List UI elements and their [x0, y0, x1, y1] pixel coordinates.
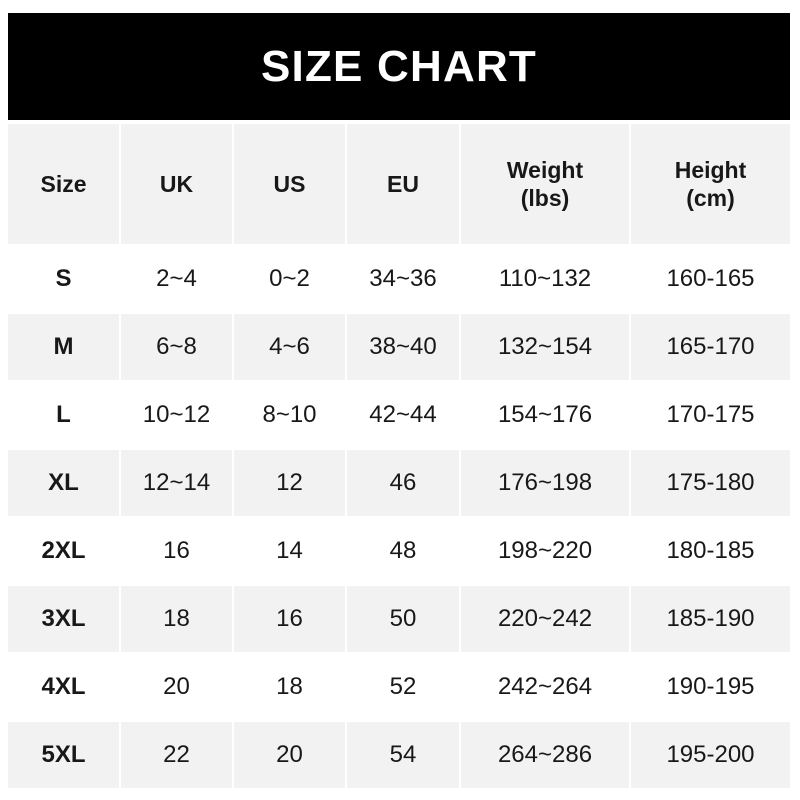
- table-row: M 6~8 4~6 38~40 132~154 165-170: [8, 313, 790, 382]
- size-chart-table: Size UK US EU Weight (lbs) Height (cm) S…: [8, 124, 790, 790]
- cell-height: 185-190: [630, 585, 790, 654]
- column-header-height-line2: (cm): [686, 185, 735, 211]
- cell-weight: 198~220: [460, 517, 631, 586]
- cell-weight: 220~242: [460, 585, 631, 654]
- cell-height: 190-195: [630, 653, 790, 722]
- cell-size: 3XL: [8, 585, 121, 654]
- cell-weight: 110~132: [460, 245, 631, 314]
- table-body: S 2~4 0~2 34~36 110~132 160-165 M 6~8 4~6 38~40 13…: [8, 245, 790, 790]
- cell-height: 170-175: [630, 381, 790, 450]
- column-header-uk: UK: [120, 124, 234, 246]
- cell-uk: 6~8: [120, 313, 234, 382]
- cell-height: 160-165: [630, 245, 790, 314]
- cell-uk: 2~4: [120, 245, 234, 314]
- column-header-height-line1: Height: [674, 156, 747, 183]
- cell-eu: 54: [346, 721, 461, 790]
- cell-weight: 132~154: [460, 313, 631, 382]
- table-header: Size UK US EU Weight (lbs) Height (cm): [8, 124, 790, 246]
- column-header-weight-line2: (lbs): [520, 185, 570, 211]
- cell-eu: 34~36: [346, 245, 461, 314]
- table-row: S 2~4 0~2 34~36 110~132 160-165: [8, 245, 790, 314]
- table-row: L 10~12 8~10 42~44 154~176 170-175: [8, 381, 790, 450]
- table-row: 4XL 20 18 52 242~264 190-195: [8, 653, 790, 722]
- cell-weight: 176~198: [460, 449, 631, 518]
- title-banner: SIZE CHART: [8, 13, 790, 120]
- cell-weight: 154~176: [460, 381, 631, 450]
- cell-height: 165-170: [630, 313, 790, 382]
- column-header-weight-line1: Weight: [506, 156, 584, 183]
- table-row: 2XL 16 14 48 198~220 180-185: [8, 517, 790, 586]
- cell-size: 5XL: [8, 721, 121, 790]
- cell-us: 18: [233, 653, 347, 722]
- column-header-us: US: [233, 124, 347, 246]
- cell-us: 8~10: [233, 381, 347, 450]
- header-row: Size UK US EU Weight (lbs) Height (cm): [8, 124, 790, 246]
- cell-us: 0~2: [233, 245, 347, 314]
- cell-uk: 10~12: [120, 381, 234, 450]
- column-header-eu: EU: [346, 124, 461, 246]
- table-row: XL 12~14 12 46 176~198 175-180: [8, 449, 790, 518]
- cell-uk: 16: [120, 517, 234, 586]
- cell-eu: 46: [346, 449, 461, 518]
- cell-uk: 12~14: [120, 449, 234, 518]
- cell-eu: 52: [346, 653, 461, 722]
- cell-size: M: [8, 313, 121, 382]
- column-header-height: Height (cm): [630, 124, 790, 246]
- cell-uk: 18: [120, 585, 234, 654]
- cell-uk: 22: [120, 721, 234, 790]
- cell-eu: 48: [346, 517, 461, 586]
- cell-eu: 50: [346, 585, 461, 654]
- cell-us: 20: [233, 721, 347, 790]
- cell-us: 4~6: [233, 313, 347, 382]
- cell-size: L: [8, 381, 121, 450]
- cell-us: 12: [233, 449, 347, 518]
- cell-size: 4XL: [8, 653, 121, 722]
- cell-size: XL: [8, 449, 121, 518]
- page-title: SIZE CHART: [261, 41, 537, 91]
- cell-height: 180-185: [630, 517, 790, 586]
- cell-us: 14: [233, 517, 347, 586]
- column-header-weight: Weight (lbs): [460, 124, 631, 246]
- table-row: 3XL 18 16 50 220~242 185-190: [8, 585, 790, 654]
- cell-uk: 20: [120, 653, 234, 722]
- cell-weight: 264~286: [460, 721, 631, 790]
- cell-eu: 42~44: [346, 381, 461, 450]
- cell-weight: 242~264: [460, 653, 631, 722]
- cell-size: S: [8, 245, 121, 314]
- table-row: 5XL 22 20 54 264~286 195-200: [8, 721, 790, 790]
- cell-height: 195-200: [630, 721, 790, 790]
- cell-us: 16: [233, 585, 347, 654]
- cell-size: 2XL: [8, 517, 121, 586]
- cell-height: 175-180: [630, 449, 790, 518]
- cell-eu: 38~40: [346, 313, 461, 382]
- column-header-size: Size: [8, 124, 121, 246]
